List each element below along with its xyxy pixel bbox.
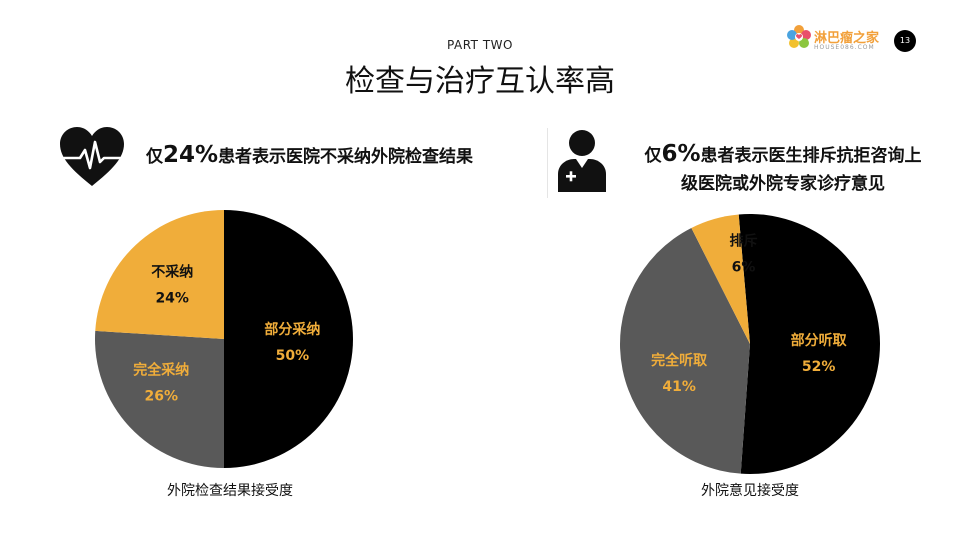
right-heading: 仅6%患者表示医生排斥抗拒咨询上 级医院或外院专家诊疗意见: [618, 140, 948, 198]
pie-2-value-3: 6%: [732, 260, 756, 276]
doctor-icon: [556, 128, 608, 198]
logo-name: 淋巴瘤之家: [814, 31, 880, 46]
pie-1-value-3: 24%: [155, 290, 189, 306]
pie-2-slice-3: [691, 214, 750, 344]
pie-1-label-3: 不采纳: [151, 263, 193, 280]
heart-pulse-icon: [58, 126, 126, 192]
left-heading-text: 患者表示医院不采纳外院检查结果: [218, 147, 474, 167]
right-heading-prefix: 仅: [644, 146, 662, 166]
pie-1-slice-1: [224, 210, 353, 468]
left-heading-prefix: 仅: [146, 147, 163, 167]
pie-2-label-2: 完全听取: [651, 352, 708, 369]
logo-subtitle: HOUSE086.COM: [814, 44, 875, 51]
logo: 淋巴瘤之家 HOUSE086.COM: [786, 24, 896, 56]
pie-1-label-1: 部分采纳: [264, 321, 320, 338]
section-divider: [547, 128, 548, 198]
pie-1-label-2: 完全采纳: [133, 362, 189, 379]
pie-1-slice-2: [95, 330, 224, 468]
pie-1-value-1: 50%: [276, 348, 310, 364]
right-heading-number: 6%: [661, 141, 701, 167]
right-heading-line-1: 仅6%患者表示医生排斥抗拒咨询上: [618, 140, 948, 170]
pie-2-label-3: 排斥: [729, 233, 757, 250]
flower-logo-icon: [787, 25, 811, 48]
pie-2-label-1: 部分听取: [791, 332, 848, 349]
left-chart-caption: 外院检查结果接受度: [167, 483, 293, 499]
page-number-badge: 13: [894, 30, 916, 52]
page-title: 检查与治疗互认率高: [345, 64, 615, 99]
right-heading-text-1: 患者表示医生排斥抗拒咨询上: [700, 146, 922, 166]
pie-2-value-2: 41%: [662, 379, 696, 395]
right-heading-line-2: 级医院或外院专家诊疗意见: [681, 174, 885, 194]
part-label: PART TWO: [447, 38, 513, 52]
right-chart-caption: 外院意见接受度: [701, 483, 799, 499]
pie-1-slice-3: [95, 210, 225, 339]
left-heading-number: 24%: [163, 142, 219, 168]
pie-2-slice-1: [738, 213, 881, 474]
pie-2-value-1: 52%: [802, 359, 836, 375]
pie-1-value-2: 26%: [144, 389, 178, 405]
left-heading: 仅24%患者表示医院不采纳外院检查结果: [146, 142, 473, 168]
pie-2-slice-2: [620, 227, 750, 474]
